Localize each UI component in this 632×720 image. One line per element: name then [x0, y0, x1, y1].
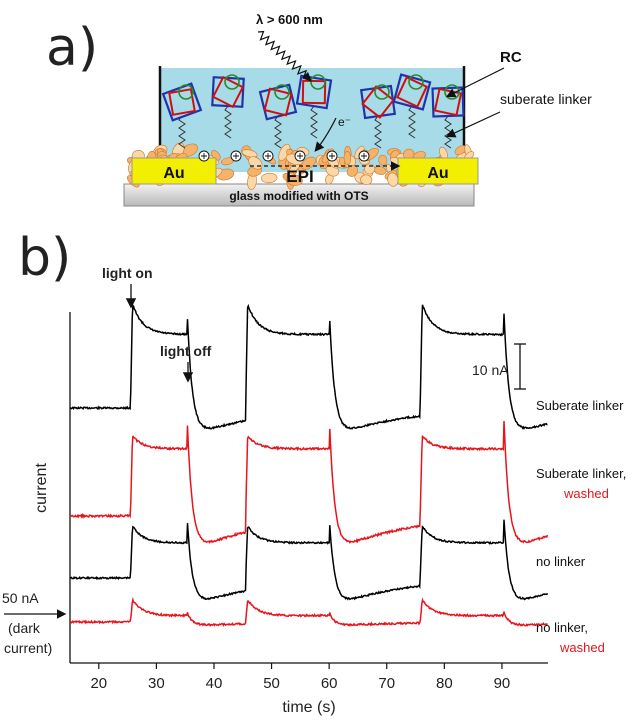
linker-chain [274, 115, 282, 149]
rc-helix-red [211, 75, 245, 109]
plus-sign [297, 153, 303, 159]
light-wave-arrow [257, 30, 308, 80]
x-tick-label: 30 [148, 675, 165, 692]
x-tick-label: 60 [321, 675, 338, 692]
rc-helix-green [274, 84, 290, 100]
plus-sign [361, 153, 367, 159]
linker-pointer [445, 111, 501, 138]
plus-sign [201, 153, 207, 159]
rc-helix-blue [392, 73, 432, 111]
x-axis-label: time (s) [282, 699, 335, 716]
plus-sign [233, 153, 239, 159]
reaction-center [161, 82, 203, 149]
current-trace [69, 519, 549, 601]
reaction-center [211, 74, 245, 139]
reaction-center [295, 74, 333, 139]
series-labels: Suberate linker Suberate linker, washed no … [536, 398, 626, 655]
x-tick-label: 90 [494, 675, 511, 692]
y-axis-label: current [33, 463, 50, 513]
linker-chain [224, 105, 232, 139]
electron-transfer-arrow [314, 117, 337, 152]
dark-current-text-2: current) [4, 640, 52, 656]
light-wave-arrowhead [302, 72, 312, 82]
linker-chain [310, 105, 318, 139]
reaction-center [359, 84, 397, 149]
epi-particle [360, 174, 373, 185]
rc-helix-green [178, 84, 194, 100]
rc-helix-blue [161, 82, 203, 122]
rc-pointer [445, 67, 505, 98]
au-right-label: Au [427, 165, 448, 182]
light-on-label: light on [102, 265, 153, 281]
au-electrode-right [397, 157, 479, 185]
linker-chain [374, 115, 382, 149]
current-trace [69, 303, 548, 430]
rc-helix-blue [211, 76, 245, 108]
reaction-center [258, 83, 298, 149]
scale-bar-label: 10 nA [472, 362, 509, 378]
series-label: Suberate linker, [536, 466, 626, 481]
epi-particle [343, 151, 352, 166]
epi-particle [241, 149, 258, 158]
reaction-centers [161, 73, 465, 149]
x-tick-label: 80 [436, 675, 453, 692]
x-axis-ticks: 20 30 40 50 60 70 80 90 [90, 663, 510, 692]
rc-helix-red [263, 87, 293, 117]
rc-helix-blue [295, 74, 333, 110]
au-left-label: Au [163, 165, 184, 182]
rc-helix-blue [258, 83, 298, 121]
series-label-suffix: washed [563, 486, 609, 501]
x-tick-label: 50 [263, 675, 280, 692]
reaction-center [392, 73, 432, 139]
linker-label: suberate linker [500, 91, 592, 107]
plus-sign [265, 153, 271, 159]
epi-particle [261, 172, 278, 184]
current-traces [69, 303, 549, 627]
epi-particle [286, 174, 303, 186]
rc-helix-green [374, 84, 390, 100]
rc-helix-green [224, 74, 240, 90]
linker-chain [408, 105, 416, 139]
series-label-suffix: washed [559, 640, 605, 655]
au-electrode-left [131, 157, 217, 185]
dark-current-text-1: (dark [8, 620, 41, 636]
hole-charges [198, 150, 370, 162]
x-tick-label: 20 [90, 675, 107, 692]
panel-b-label: b) [18, 228, 72, 288]
epi-particle [378, 154, 388, 166]
x-tick-label: 70 [378, 675, 395, 692]
linker-chain [178, 115, 186, 149]
series-label: no linker, [536, 620, 588, 635]
current-trace [69, 420, 549, 544]
rc-helix-blue [431, 86, 465, 118]
epi-particle [300, 156, 316, 170]
electron-label: e⁻ [338, 115, 351, 129]
wavelength-label: λ > 600 nm [256, 12, 323, 27]
series-label: Suberate linker [536, 398, 624, 413]
rc-label: RC [500, 49, 522, 66]
rc-helix-green [310, 74, 326, 90]
series-label: no linker [536, 554, 586, 569]
dark-current-value: 50 nA [2, 590, 39, 606]
panel-a-label: a) [46, 18, 99, 78]
rc-helix-green [444, 84, 460, 100]
substrate-label: glass modified with OTS [229, 189, 368, 203]
rc-helix-red [361, 85, 395, 119]
current-trace [69, 596, 548, 627]
epi-label: EPI [286, 167, 313, 186]
plus-sign [329, 153, 335, 159]
rc-helix-red [301, 79, 327, 105]
rc-helix-green [408, 74, 424, 90]
x-tick-label: 40 [206, 675, 223, 692]
light-off-label: light off [160, 343, 212, 359]
rc-helix-red [168, 88, 196, 116]
rc-helix-red [396, 76, 428, 108]
